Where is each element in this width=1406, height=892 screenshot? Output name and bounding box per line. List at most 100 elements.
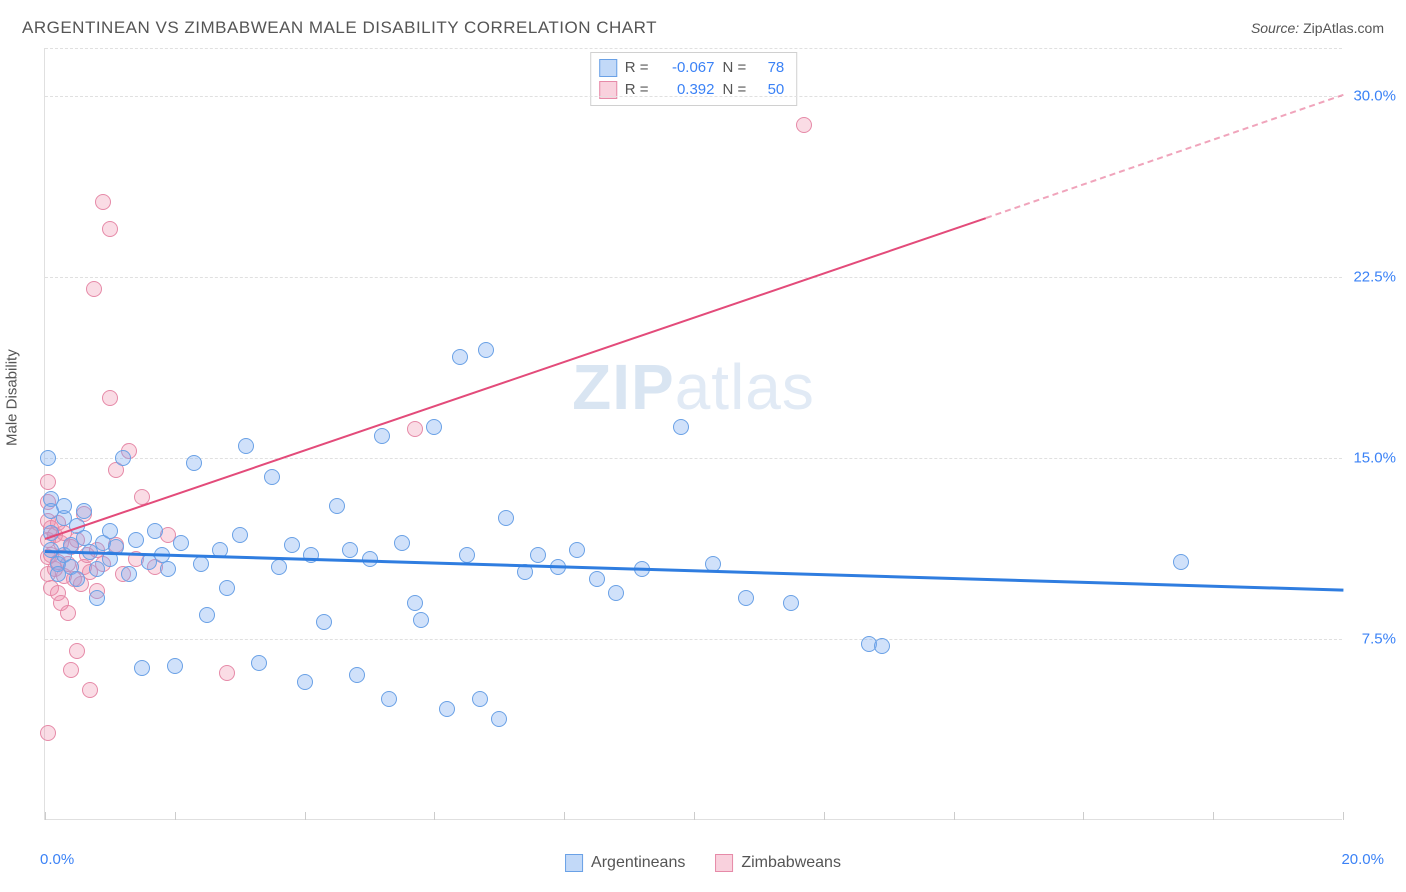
legend-row-argentineans: R = -0.067 N = 78	[599, 57, 785, 79]
watermark: ZIPatlas	[572, 350, 815, 424]
data-point-argentinean	[413, 612, 429, 628]
n-value-z: 50	[754, 79, 784, 101]
swatch-argentineans-icon	[599, 59, 617, 77]
data-point-argentinean	[297, 674, 313, 690]
trendline-argentineans	[45, 550, 1343, 592]
y-tick-label: 30.0%	[1353, 88, 1396, 105]
data-point-argentinean	[219, 580, 235, 596]
x-tick-mark	[1343, 812, 1344, 820]
legend-row-zimbabweans: R = 0.392 N = 50	[599, 79, 785, 101]
data-point-argentinean	[232, 527, 248, 543]
data-point-argentinean	[271, 559, 287, 575]
data-point-zimbabwean	[95, 194, 111, 210]
y-axis-label: Male Disability	[4, 349, 21, 446]
data-point-argentinean	[342, 542, 358, 558]
data-point-argentinean	[349, 667, 365, 683]
x-tick-mark	[694, 812, 695, 820]
data-point-argentinean	[160, 561, 176, 577]
n-label-z: N =	[723, 79, 747, 101]
n-value-a: 78	[754, 57, 784, 79]
x-tick-mark	[1213, 812, 1214, 820]
r-value-z: 0.392	[657, 79, 715, 101]
data-point-argentinean	[589, 571, 605, 587]
data-point-argentinean	[439, 701, 455, 717]
data-point-argentinean	[459, 547, 475, 563]
data-point-argentinean	[115, 450, 131, 466]
data-point-zimbabwean	[63, 662, 79, 678]
grid-line	[45, 458, 1342, 459]
series-legend: Argentineans Zimbabweans	[565, 854, 841, 872]
data-point-zimbabwean	[69, 643, 85, 659]
data-point-zimbabwean	[407, 421, 423, 437]
data-point-zimbabwean	[219, 665, 235, 681]
data-point-argentinean	[56, 498, 72, 514]
grid-line	[45, 48, 1342, 49]
grid-line	[45, 96, 1342, 97]
correlation-legend: R = -0.067 N = 78 R = 0.392 N = 50	[590, 52, 798, 106]
data-point-argentinean	[238, 438, 254, 454]
data-point-argentinean	[426, 419, 442, 435]
r-value-a: -0.067	[657, 57, 715, 79]
data-point-argentinean	[491, 711, 507, 727]
data-point-argentinean	[329, 498, 345, 514]
data-point-argentinean	[407, 595, 423, 611]
data-point-zimbabwean	[86, 281, 102, 297]
source-attribution: Source: ZipAtlas.com	[1251, 20, 1384, 36]
trendline-zimbabweans	[45, 217, 987, 540]
data-point-zimbabwean	[102, 390, 118, 406]
data-point-argentinean	[381, 691, 397, 707]
source-value: ZipAtlas.com	[1303, 20, 1384, 36]
legend-label-z: Zimbabweans	[741, 854, 841, 872]
r-label-z: R =	[625, 79, 649, 101]
data-point-argentinean	[472, 691, 488, 707]
data-point-argentinean	[316, 614, 332, 630]
grid-line	[45, 639, 1342, 640]
data-point-zimbabwean	[40, 725, 56, 741]
data-point-argentinean	[783, 595, 799, 611]
legend-swatch-z-icon	[715, 854, 733, 872]
data-point-zimbabwean	[40, 474, 56, 490]
x-tick-mark	[824, 812, 825, 820]
data-point-argentinean	[608, 585, 624, 601]
n-label-a: N =	[723, 57, 747, 79]
y-tick-label: 15.0%	[1353, 450, 1396, 467]
data-point-argentinean	[102, 523, 118, 539]
data-point-argentinean	[147, 523, 163, 539]
data-point-argentinean	[738, 590, 754, 606]
data-point-argentinean	[69, 571, 85, 587]
chart-title: ARGENTINEAN VS ZIMBABWEAN MALE DISABILIT…	[22, 18, 657, 38]
x-tick-mark	[954, 812, 955, 820]
data-point-argentinean	[1173, 554, 1189, 570]
data-point-argentinean	[173, 535, 189, 551]
x-tick-mark	[175, 812, 176, 820]
scatter-plot-area: ZIPatlas R = -0.067 N = 78 R = 0.392 N =…	[44, 48, 1342, 820]
data-point-argentinean	[76, 503, 92, 519]
data-point-zimbabwean	[60, 605, 76, 621]
watermark-rest: atlas	[675, 351, 815, 423]
x-tick-mark	[1083, 812, 1084, 820]
x-tick-mark	[305, 812, 306, 820]
x-tick-mark	[564, 812, 565, 820]
x-tick-max: 20.0%	[1341, 851, 1384, 868]
data-point-argentinean	[478, 342, 494, 358]
x-tick-min: 0.0%	[40, 851, 74, 868]
y-tick-label: 7.5%	[1362, 631, 1396, 648]
data-point-argentinean	[394, 535, 410, 551]
data-point-argentinean	[874, 638, 890, 654]
data-point-argentinean	[452, 349, 468, 365]
source-label: Source:	[1251, 20, 1299, 36]
legend-label-a: Argentineans	[591, 854, 685, 872]
data-point-argentinean	[89, 590, 105, 606]
trendline-zimbabweans-extrapolated	[986, 94, 1344, 219]
x-tick-mark	[434, 812, 435, 820]
legend-swatch-a-icon	[565, 854, 583, 872]
data-point-argentinean	[134, 660, 150, 676]
data-point-argentinean	[569, 542, 585, 558]
data-point-argentinean	[530, 547, 546, 563]
data-point-argentinean	[284, 537, 300, 553]
x-tick-mark	[45, 812, 46, 820]
data-point-zimbabwean	[82, 682, 98, 698]
data-point-zimbabwean	[102, 221, 118, 237]
data-point-argentinean	[673, 419, 689, 435]
data-point-argentinean	[374, 428, 390, 444]
